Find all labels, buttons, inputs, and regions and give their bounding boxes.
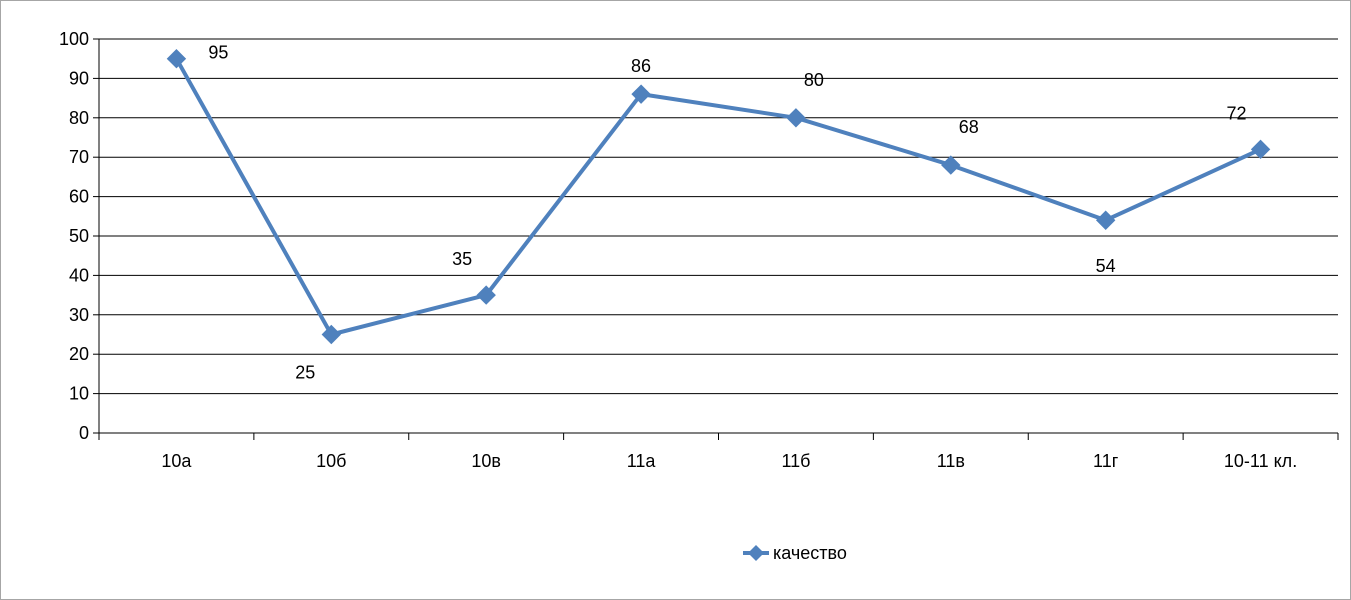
data-point xyxy=(476,285,496,305)
y-tick-label: 70 xyxy=(69,147,89,167)
x-tick-label: 11а xyxy=(627,451,657,471)
data-point xyxy=(786,108,806,128)
y-tick-labels: 0 10 20 30 40 50 60 70 80 90 100 xyxy=(59,29,89,443)
y-tick-label: 80 xyxy=(69,108,89,128)
x-tick-label: 10в xyxy=(471,451,501,471)
data-label: 72 xyxy=(1227,103,1247,123)
legend: качество xyxy=(743,543,847,563)
data-label: 95 xyxy=(208,43,228,63)
data-point xyxy=(321,324,342,345)
y-tick-label: 100 xyxy=(59,29,89,49)
x-tick-label: 11б xyxy=(781,451,810,471)
data-label: 35 xyxy=(452,249,472,269)
data-point xyxy=(941,155,961,175)
series-kachestvo xyxy=(166,48,1271,345)
legend-label: качество xyxy=(773,543,847,563)
data-label: 68 xyxy=(959,117,979,137)
gridlines xyxy=(99,38,1338,395)
y-tick-label: 90 xyxy=(69,68,89,88)
y-tick-label: 10 xyxy=(69,384,89,404)
data-label: 25 xyxy=(295,363,315,383)
x-tick-labels: 10а 10б 10в 11а 11б 11в 11г 10-11 кл. xyxy=(161,451,1297,471)
data-point xyxy=(1250,139,1271,160)
y-tick-label: 50 xyxy=(69,226,89,246)
data-point xyxy=(631,84,651,104)
axes xyxy=(93,38,1339,440)
x-tick-label: 10б xyxy=(316,451,346,471)
series-line xyxy=(174,57,1262,337)
y-tick-label: 30 xyxy=(69,305,89,325)
data-label: 54 xyxy=(1096,256,1116,276)
y-tick-label: 20 xyxy=(69,344,89,364)
data-point xyxy=(166,48,187,69)
x-tick-label: 11г xyxy=(1093,451,1119,471)
data-point xyxy=(1095,210,1116,230)
x-tick-label: 11в xyxy=(937,451,965,471)
y-tick-label: 60 xyxy=(69,187,89,207)
legend-marker xyxy=(748,545,764,561)
y-tick-label: 0 xyxy=(79,423,89,443)
x-tick-label: 10-11 кл. xyxy=(1224,451,1297,471)
data-labels: 95 25 35 86 80 68 54 72 xyxy=(208,43,1246,383)
x-tick-label: 10а xyxy=(161,451,192,471)
data-label: 80 xyxy=(804,70,824,90)
data-label: 86 xyxy=(631,56,651,76)
y-tick-label: 40 xyxy=(69,265,89,285)
